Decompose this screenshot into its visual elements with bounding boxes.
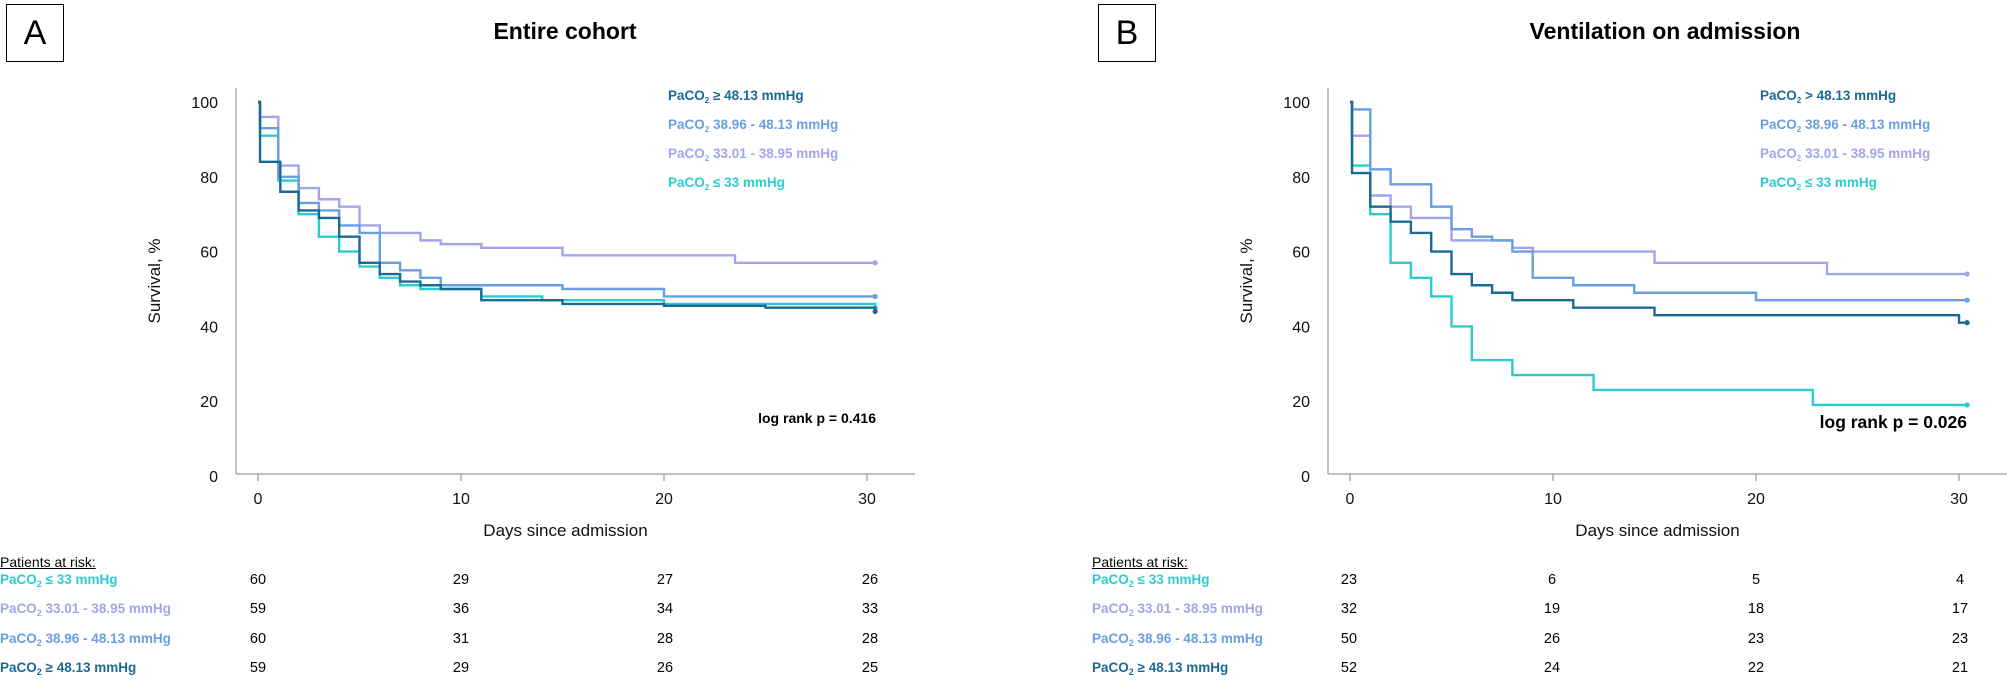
risk-row-label: PaCO2 ≤ 33 mmHg	[1092, 572, 1210, 589]
risk-count: 26	[1543, 631, 1561, 647]
x-tick-label: 30	[858, 491, 876, 508]
km-curve	[258, 100, 876, 265]
risk-row-label: PaCO2 33.01 - 38.95 mmHg	[0, 601, 171, 618]
risk-count: 59	[249, 660, 267, 676]
km-plot-entire-cohort: 0 20 40 60 80 100 0 10 20 30 Days since admission S…	[145, 88, 915, 540]
risk-row-label: PaCO2 33.01 - 38.95 mmHg	[1092, 601, 1263, 618]
risk-count: 23	[1951, 631, 1969, 647]
km-curve	[258, 100, 877, 312]
risk-count: 21	[1951, 660, 1969, 676]
risk-count: 4	[1955, 572, 1965, 588]
y-tick-label: 100	[191, 95, 218, 112]
risk-row-label: PaCO2 ≥ 48.13 mmHg	[0, 660, 137, 677]
x-tick-label: 30	[1950, 491, 1968, 508]
risk-count: 60	[249, 631, 267, 647]
km-curve	[1350, 100, 1968, 302]
panel-letter: A	[6, 4, 64, 62]
x-tick-label: 20	[655, 491, 673, 508]
risk-count: 23	[1747, 631, 1765, 647]
risk-count: 19	[1543, 601, 1561, 617]
legend-entry: PaCO2 33.01 - 38.95 mmHg	[668, 146, 838, 163]
panel-letter: B	[1098, 4, 1156, 62]
y-tick-label: 20	[200, 394, 218, 411]
legend-entry: PaCO2 38.96 - 48.13 mmHg	[1760, 117, 1930, 134]
x-tick-label: 10	[452, 491, 470, 508]
risk-count: 31	[452, 631, 470, 647]
risk-count: 5	[1751, 572, 1761, 588]
risk-count: 24	[1543, 660, 1561, 676]
risk-count: 18	[1747, 601, 1765, 617]
log-rank-annotation: log rank p = 0.416	[758, 410, 876, 426]
x-tick-label: 0	[1346, 491, 1355, 508]
risk-count: 26	[861, 572, 879, 588]
censor-mark	[872, 260, 878, 266]
y-tick-label: 80	[200, 170, 218, 187]
x-axis-label: Days since admission	[1575, 521, 1739, 540]
risk-row-label: PaCO2 ≥ 48.13 mmHg	[1092, 660, 1229, 677]
legend-entry: PaCO2 33.01 - 38.95 mmHg	[1760, 146, 1930, 163]
risk-count: 27	[656, 572, 674, 588]
legend-entry: PaCO2 38.96 - 48.13 mmHg	[668, 117, 838, 134]
risk-table-header: Patients at risk:	[1092, 554, 1188, 570]
y-tick-label: 60	[1292, 245, 1310, 262]
risk-count: 60	[249, 572, 267, 588]
censor-mark	[1964, 402, 1970, 408]
risk-row-label: PaCO2 38.96 - 48.13 mmHg	[0, 631, 171, 648]
x-tick-label: 10	[1544, 491, 1562, 508]
censor-mark	[872, 293, 878, 300]
censor-mark	[872, 308, 878, 315]
risk-count: 28	[656, 631, 674, 647]
risk-row-label: PaCO2 38.96 - 48.13 mmHg	[1092, 631, 1263, 648]
risk-count: 52	[1340, 660, 1358, 676]
risk-count: 33	[861, 601, 879, 617]
panel-b: B Ventilation on admission 0 20 40 60 80 100 0…	[1092, 0, 2007, 688]
censor-mark	[1964, 320, 1970, 326]
y-tick-label: 60	[200, 245, 218, 262]
censor-mark	[1964, 271, 1970, 277]
risk-table-header: Patients at risk:	[0, 554, 96, 570]
risk-count: 28	[861, 631, 879, 647]
km-plot-ventilation: 0 20 40 60 80 100 0 10 20 30 Days since admission S…	[1237, 88, 2007, 540]
risk-count: 36	[452, 601, 470, 617]
y-axis-label: Survival, %	[145, 238, 164, 323]
x-axis-label: Days since admission	[483, 521, 647, 540]
risk-count: 29	[452, 572, 470, 588]
y-tick-label: 0	[1301, 469, 1310, 486]
log-rank-annotation: log rank p = 0.026	[1820, 412, 1968, 432]
risk-count: 34	[656, 601, 674, 617]
x-tick-label: 0	[254, 491, 263, 508]
risk-count: 17	[1951, 601, 1969, 617]
legend-entry: PaCO2 > 48.13 mmHg	[1760, 88, 1896, 105]
chart-title: Entire cohort	[493, 18, 637, 44]
km-curve	[1350, 100, 1968, 324]
legend-entry: PaCO2 ≥ 48.13 mmHg	[668, 88, 804, 105]
y-tick-label: 0	[209, 469, 218, 486]
km-curve	[258, 100, 876, 298]
y-tick-label: 40	[200, 319, 218, 336]
y-tick-label: 80	[1292, 170, 1310, 187]
risk-count: 6	[1547, 572, 1557, 588]
y-tick-label: 20	[1292, 394, 1310, 411]
risk-count: 59	[249, 601, 267, 617]
censor-mark	[1964, 297, 1970, 303]
x-tick-label: 20	[1747, 491, 1765, 508]
chart-title: Ventilation on admission	[1529, 18, 1801, 44]
legend-entry: PaCO2 ≤ 33 mmHg	[668, 175, 785, 192]
risk-count: 26	[656, 660, 674, 676]
risk-row-label: PaCO2 ≤ 33 mmHg	[0, 572, 118, 589]
panel-a: A Entire cohort 0 20 40 60 80 100 0 10 20 30 Days …	[0, 0, 1003, 688]
km-curve	[258, 100, 877, 308]
legend-entry: PaCO2 ≤ 33 mmHg	[1760, 175, 1877, 192]
risk-count: 32	[1340, 601, 1358, 617]
y-tick-label: 40	[1292, 319, 1310, 336]
risk-count: 23	[1340, 572, 1358, 588]
y-axis-label: Survival, %	[1237, 238, 1256, 323]
y-tick-label: 100	[1283, 95, 1310, 112]
risk-count: 29	[452, 660, 470, 676]
risk-count: 25	[861, 660, 879, 676]
risk-count: 50	[1340, 631, 1358, 647]
risk-count: 22	[1747, 660, 1765, 676]
